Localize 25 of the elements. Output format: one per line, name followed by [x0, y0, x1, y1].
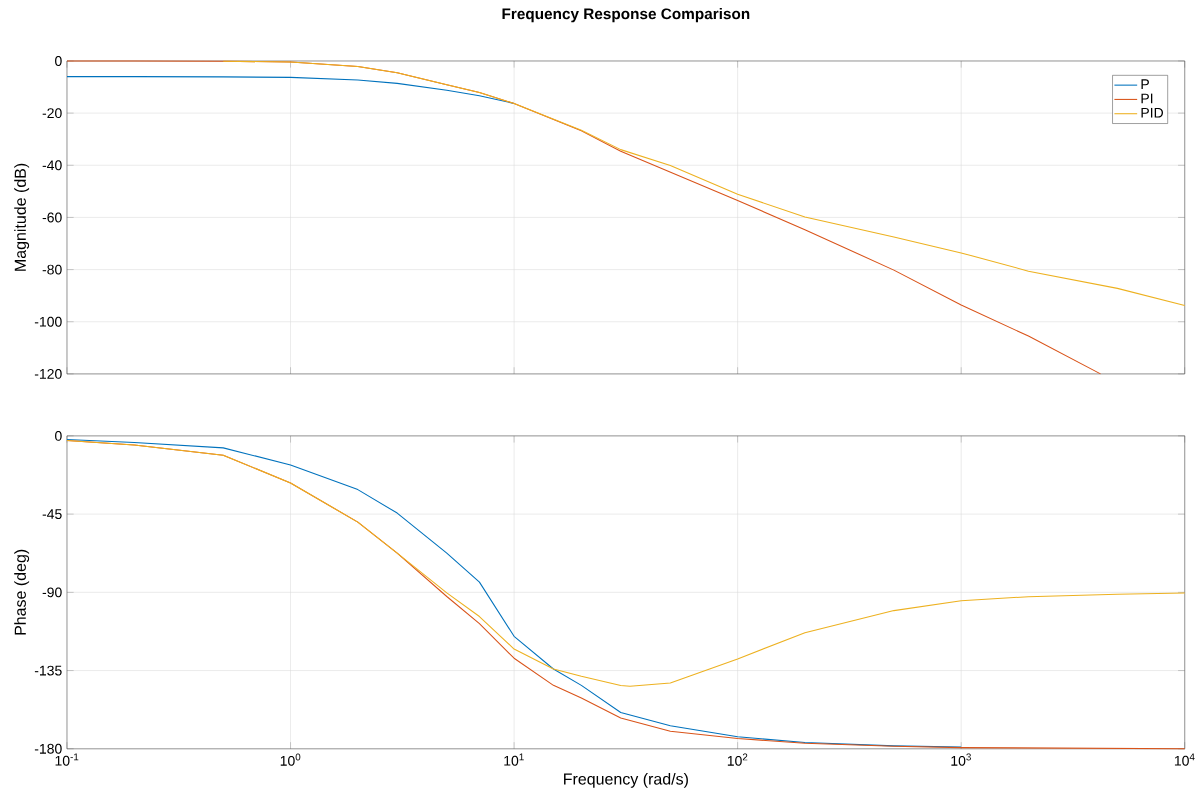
legend-label: PID [1141, 108, 1164, 118]
x-tick-label: 10$^{2}$ [727, 753, 748, 766]
y-tick-label: -20 [42, 108, 62, 119]
y-tick-label: -80 [42, 264, 62, 275]
x-tick-label: 10$^{1}$ [504, 753, 524, 766]
x-tick-label: 10$^{4}$ [1174, 753, 1195, 766]
legend-label: P [1141, 79, 1149, 90]
y-tick-label: -60 [42, 212, 62, 223]
y-tick-label: -45 [42, 509, 62, 520]
y-tick-label: -120 [34, 369, 62, 379]
x-tick-label: 10$^{-1}$ [55, 753, 79, 766]
x-tick-label: 10$^{0}$ [280, 753, 301, 766]
y-axis-title: Magnitude (dB) [14, 163, 30, 271]
x-tick-label: 10$^{3}$ [951, 753, 971, 766]
chart-title: Frequency Response Comparison [502, 8, 750, 23]
x-axis-title: Frequency (rad/s) [564, 773, 688, 788]
y-tick-label: -100 [34, 316, 62, 327]
y-tick-label: 0 [55, 431, 62, 441]
legend-label: PI [1141, 93, 1153, 104]
y-tick-label: -90 [42, 587, 62, 598]
y-tick-label: -135 [34, 665, 62, 676]
y-tick-label: -180 [34, 743, 62, 754]
y-axis-title: Phase (deg) [14, 549, 30, 635]
y-tick-label: -40 [42, 160, 62, 171]
y-tick-label: 0 [55, 56, 62, 67]
